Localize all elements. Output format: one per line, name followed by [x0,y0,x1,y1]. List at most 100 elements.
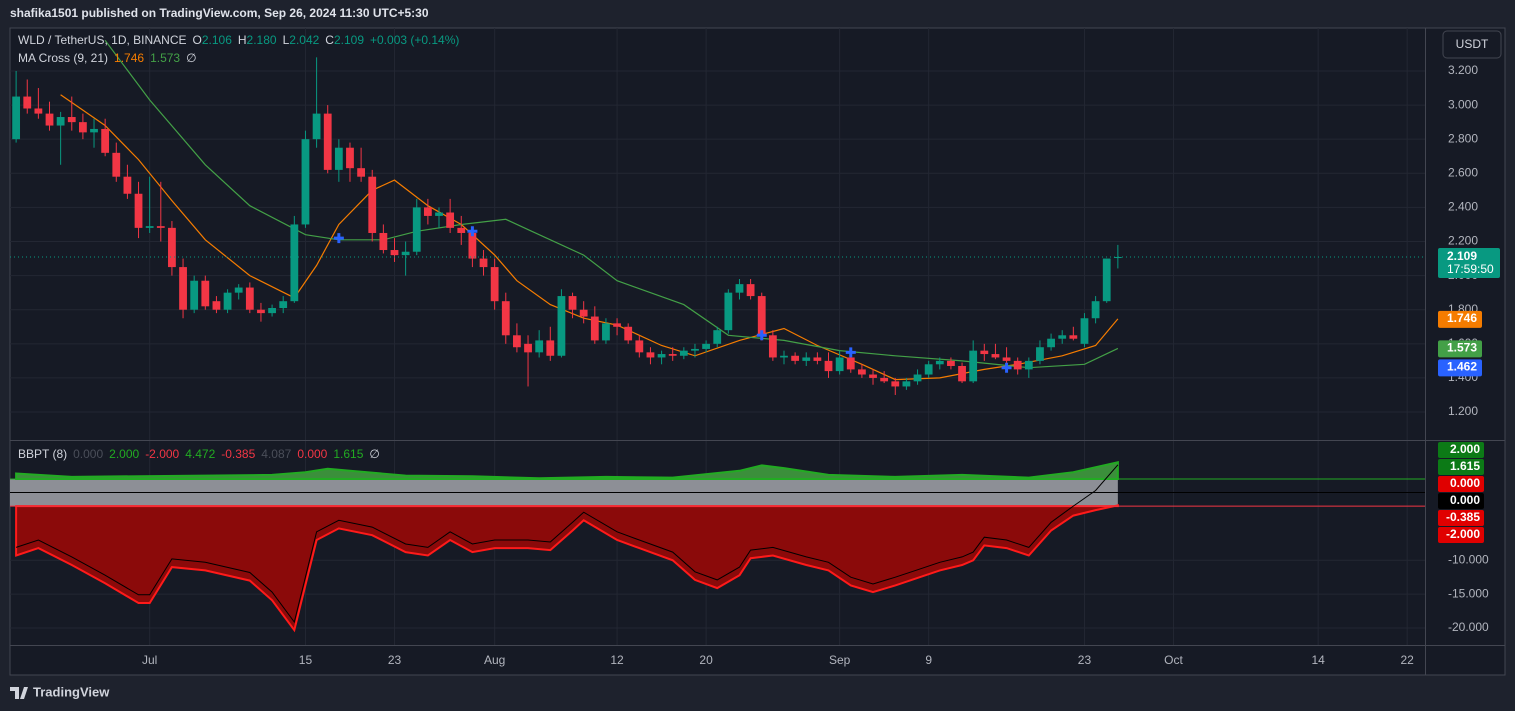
price-badge [1438,359,1482,377]
indicator-badge [1438,527,1484,543]
candle-body [1024,360,1033,370]
candle-body [334,147,343,170]
currency-button-bg[interactable] [1442,30,1502,59]
y-tick-label: 2.200 [1448,234,1478,248]
candle-body [279,301,288,309]
candle-body [935,360,944,365]
candle-body [435,212,443,216]
x-tick-label: Jul [142,653,157,667]
countdown: 17:59:50 [1447,262,1494,276]
candle-body [757,296,766,336]
x-tick-label: 23 [1078,653,1092,667]
x-tick-label: 14 [1311,653,1325,667]
candle-body [123,176,132,194]
candle-body [134,193,143,228]
ma-cross-marker [845,347,856,358]
candle-body [646,352,655,358]
indicator-badge-label: 1.615 [1450,459,1480,473]
candle-body [190,280,199,310]
ohlc-key: L [283,33,290,47]
candle-body [1013,360,1022,370]
ohlc-value: 2.106 [202,33,232,47]
candle-body [513,335,521,348]
indicator-badge [1438,459,1484,475]
candle-body [346,147,354,169]
x-tick-label: Sep [829,653,851,667]
bbpt-value: 1.615 [333,447,363,461]
candle-body [902,381,911,387]
candle-body [524,343,532,353]
candle-body [735,284,744,293]
candle-body [557,296,566,356]
candle-body [446,212,455,228]
candle-body [1113,257,1122,259]
bbpt-value: -2.000 [145,447,179,461]
y-tick-label: 3.200 [1448,63,1478,77]
candle-body [746,284,755,297]
price-badge-label: 1.573 [1447,341,1477,355]
currency-label[interactable]: USDT [1456,37,1489,51]
candle-body [1047,338,1055,348]
y-tick-label: -20.000 [1448,620,1489,634]
candle-body [713,330,722,344]
x-tick-label: 23 [388,653,402,667]
candle-body [958,365,966,382]
candle-body [323,113,332,170]
candle-body [579,309,588,317]
ohlc-value: 2.180 [247,33,277,47]
candle-body [234,287,243,293]
price-badge-label: 1.462 [1447,360,1477,374]
price-badge-label: 1.746 [1447,311,1477,325]
candle-body [401,251,410,256]
status: ∅ [186,51,196,65]
ohlc-key: O [193,33,202,47]
indicator-badge-label: 0.000 [1450,493,1480,507]
publisher-line: shafika1501 published on TradingView.com… [10,6,429,20]
candle-body [457,227,466,233]
ma-name: MA Cross (9, 21) [18,51,108,65]
candle-body [12,96,21,140]
symbol: WLD / TetherUS, 1D, BINANCE [18,33,187,47]
x-tick-label: 9 [925,653,932,667]
candle-body [980,350,989,355]
ma-cross-marker [756,330,767,341]
candle-body [290,224,299,302]
bear-power-area [15,504,1119,633]
x-tick-label: 15 [299,653,313,667]
candle-body [390,250,399,256]
candle-body [602,323,610,341]
candle-body [156,226,165,228]
indicator-badge-label: 2.000 [1450,442,1480,456]
candle-body [501,301,510,336]
bbpt-value: 0.000 [297,447,327,461]
candle-body [1058,335,1067,339]
candle-body [702,343,710,349]
moving-average [60,94,1119,381]
candle-body [724,292,733,331]
candle-body [1102,258,1111,302]
status: ∅ [369,447,379,461]
candle-body [780,355,788,358]
currency-button[interactable]: USDT [1442,30,1502,59]
candle-body [613,323,621,327]
ma-value: 1.573 [150,51,180,65]
candle-body [412,207,421,252]
candle-body [56,117,65,126]
candle-body [668,354,677,356]
candle-body [590,316,599,341]
candle-body [568,296,577,310]
indicator-badge [1438,493,1484,509]
x-tick-label: Aug [484,653,505,667]
bbpt-value: 4.087 [261,447,291,461]
candle-body [112,152,121,177]
indicator-badge-label: -0.385 [1446,510,1480,524]
price-badge [1438,340,1482,358]
y-tick-label: 2.800 [1448,131,1478,145]
ma-value: 1.746 [114,51,144,65]
candle-body [768,335,777,358]
candle-body [824,360,833,372]
candle-body [891,381,900,387]
logo-icon [10,687,28,699]
indicator-badge [1438,442,1484,458]
